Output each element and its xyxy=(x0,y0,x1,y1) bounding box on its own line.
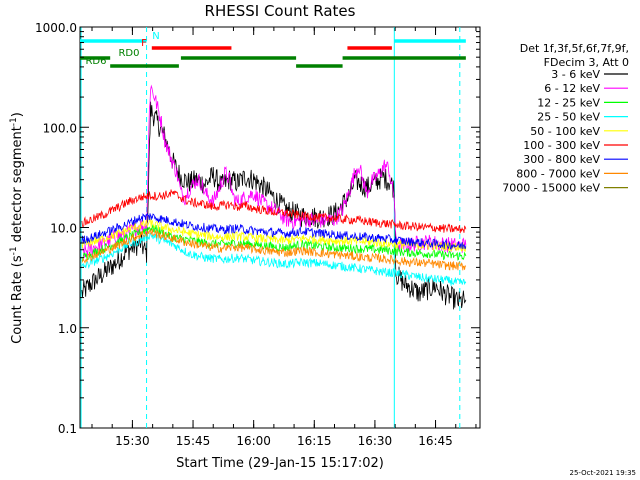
legend-entry-label: 7000 - 15000 keV xyxy=(502,182,600,195)
legend-entry-label: 6 - 12 keV xyxy=(544,82,600,95)
detector-info-line-1: Det 1f,3f,5f,6f,7f,9f, xyxy=(520,42,629,55)
series-line-100-300-keV xyxy=(81,189,467,234)
state-label-n: N xyxy=(152,31,159,42)
y-axis-ticks: 1000.0 100.0 10.0 1.0 0.1 xyxy=(35,21,480,436)
series-line-50-100-keV xyxy=(81,217,467,253)
legend-entry-label: 3 - 6 keV xyxy=(551,68,600,81)
x-tick-label: 16:00 xyxy=(236,434,271,448)
state-label-rd6: RD6 xyxy=(85,56,106,67)
y-tick-label: 1.0 xyxy=(58,322,77,336)
series-lines xyxy=(81,84,467,310)
legend-entry-label: 25 - 50 keV xyxy=(537,111,600,124)
legend-entry-label: 300 - 800 keV xyxy=(523,153,600,166)
x-tick-label: 15:45 xyxy=(176,434,211,448)
x-axis-label: Start Time (29-Jan-15 15:17:02) xyxy=(176,456,384,471)
series-line-300-800-keV xyxy=(81,212,467,250)
series-line-800-7000-keV xyxy=(81,227,467,271)
y-tick-label: 0.1 xyxy=(58,422,77,436)
y-axis-label: Count Rate (s-1 detector segment-1) xyxy=(9,112,25,344)
legend-entry-label: 800 - 7000 keV xyxy=(516,167,600,180)
legend-entry-label: 50 - 100 keV xyxy=(530,125,600,138)
x-tick-label: 16:15 xyxy=(297,434,332,448)
x-axis-ticks: 15:30 15:45 16:00 16:15 16:30 16:45 xyxy=(91,27,477,448)
x-tick-label: 16:45 xyxy=(418,434,453,448)
y-tick-label: 1000.0 xyxy=(35,21,77,35)
series-line-3-6-keV xyxy=(81,101,467,310)
state-label-f: F xyxy=(141,38,147,49)
footer-date: 25-Oct-2021 19:35 xyxy=(570,469,636,477)
chart-title: RHESSI Count Rates xyxy=(205,2,356,20)
series-line-12-25-keV xyxy=(81,224,467,262)
state-label-rd0: RD0 xyxy=(118,48,139,59)
y-tick-label: 10.0 xyxy=(50,222,77,236)
detector-info-line-2: FDecim 3, Att 0 xyxy=(544,56,629,69)
x-tick-label: 15:30 xyxy=(115,434,150,448)
legend-entry-label: 12 - 25 keV xyxy=(537,96,600,109)
legend-entry-label: 100 - 300 keV xyxy=(523,139,600,152)
x-tick-label: 16:30 xyxy=(358,434,393,448)
y-tick-label: 100.0 xyxy=(43,121,77,135)
